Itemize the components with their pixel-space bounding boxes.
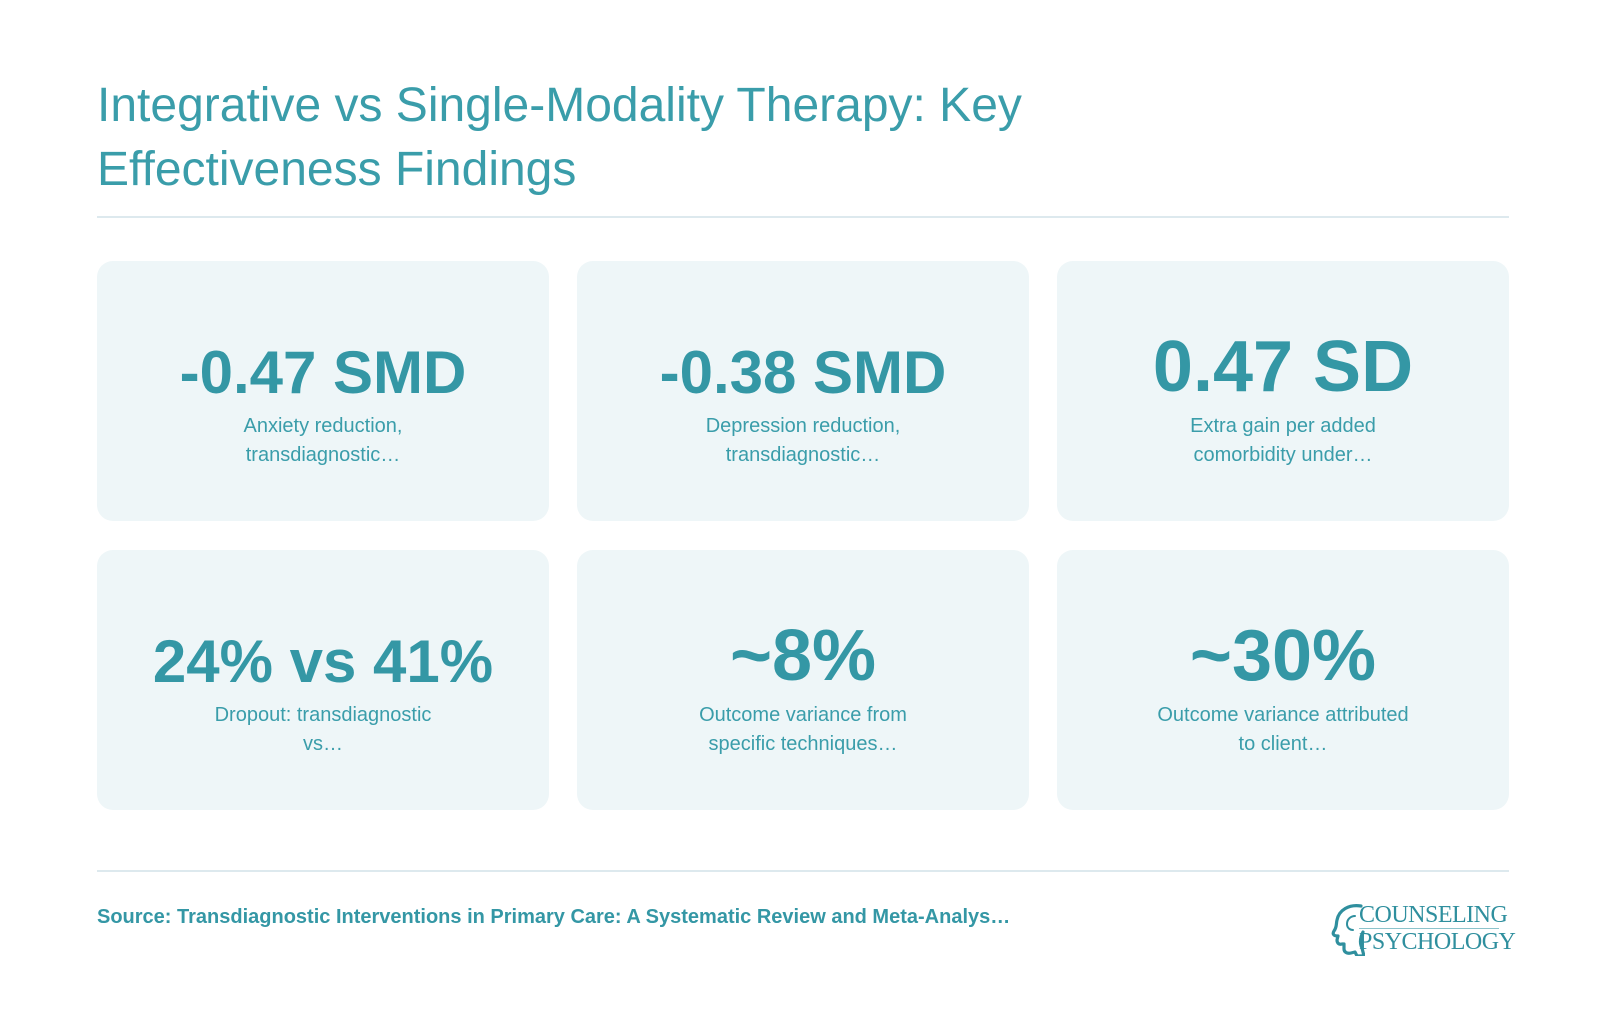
stat-label: Outcome variance from specific technique…	[699, 704, 907, 755]
footer-divider	[97, 870, 1509, 872]
stat-card-depression: -0.38 SMD Depression reduction, transdia…	[577, 261, 1029, 521]
stat-value: -0.47 SMD	[179, 339, 467, 406]
stat-card-anxiety: -0.47 SMD Anxiety reduction, transdiagno…	[97, 261, 549, 521]
brand-logo: COUNSELING PSYCHOLOGY	[1331, 900, 1516, 958]
stat-value: ~8%	[729, 616, 877, 696]
stat-label: Anxiety reduction, transdiagnostic…	[243, 415, 403, 466]
header-divider	[97, 216, 1509, 218]
infographic-page: Integrative vs Single-Modality Therapy: …	[97, 0, 1516, 1028]
stat-label: Dropout: transdiagnostic vs…	[214, 704, 432, 755]
logo-divider	[1359, 928, 1499, 929]
stat-label: Outcome variance attributed to client…	[1157, 704, 1409, 755]
stat-value: 0.47 SD	[1152, 327, 1414, 407]
source-citation: Source: Transdiagnostic Interventions in…	[97, 906, 1011, 928]
stat-label: Extra gain per added comorbidity under…	[1190, 415, 1376, 466]
stat-card-dropout: 24% vs 41% Dropout: transdiagnostic vs…	[97, 550, 549, 810]
page-title: Integrative vs Single-Modality Therapy: …	[97, 79, 1022, 196]
logo-text-line2: PSYCHOLOGY	[1359, 929, 1516, 955]
stat-label: Depression reduction, transdiagnostic…	[705, 415, 901, 466]
stat-value: -0.38 SMD	[659, 339, 947, 406]
head-profile-icon	[1331, 904, 1365, 956]
stat-card-techniques: ~8% Outcome variance from specific techn…	[577, 550, 1029, 810]
logo-text-line1: COUNSELING	[1359, 902, 1508, 928]
stat-card-comorbidity: 0.47 SD Extra gain per added comorbidity…	[1057, 261, 1509, 521]
stats-grid: -0.47 SMD Anxiety reduction, transdiagno…	[97, 261, 1509, 810]
stat-value: ~30%	[1189, 616, 1377, 696]
stat-card-client: ~30% Outcome variance attributed to clie…	[1057, 550, 1509, 810]
stat-value: 24% vs 41%	[152, 628, 494, 695]
